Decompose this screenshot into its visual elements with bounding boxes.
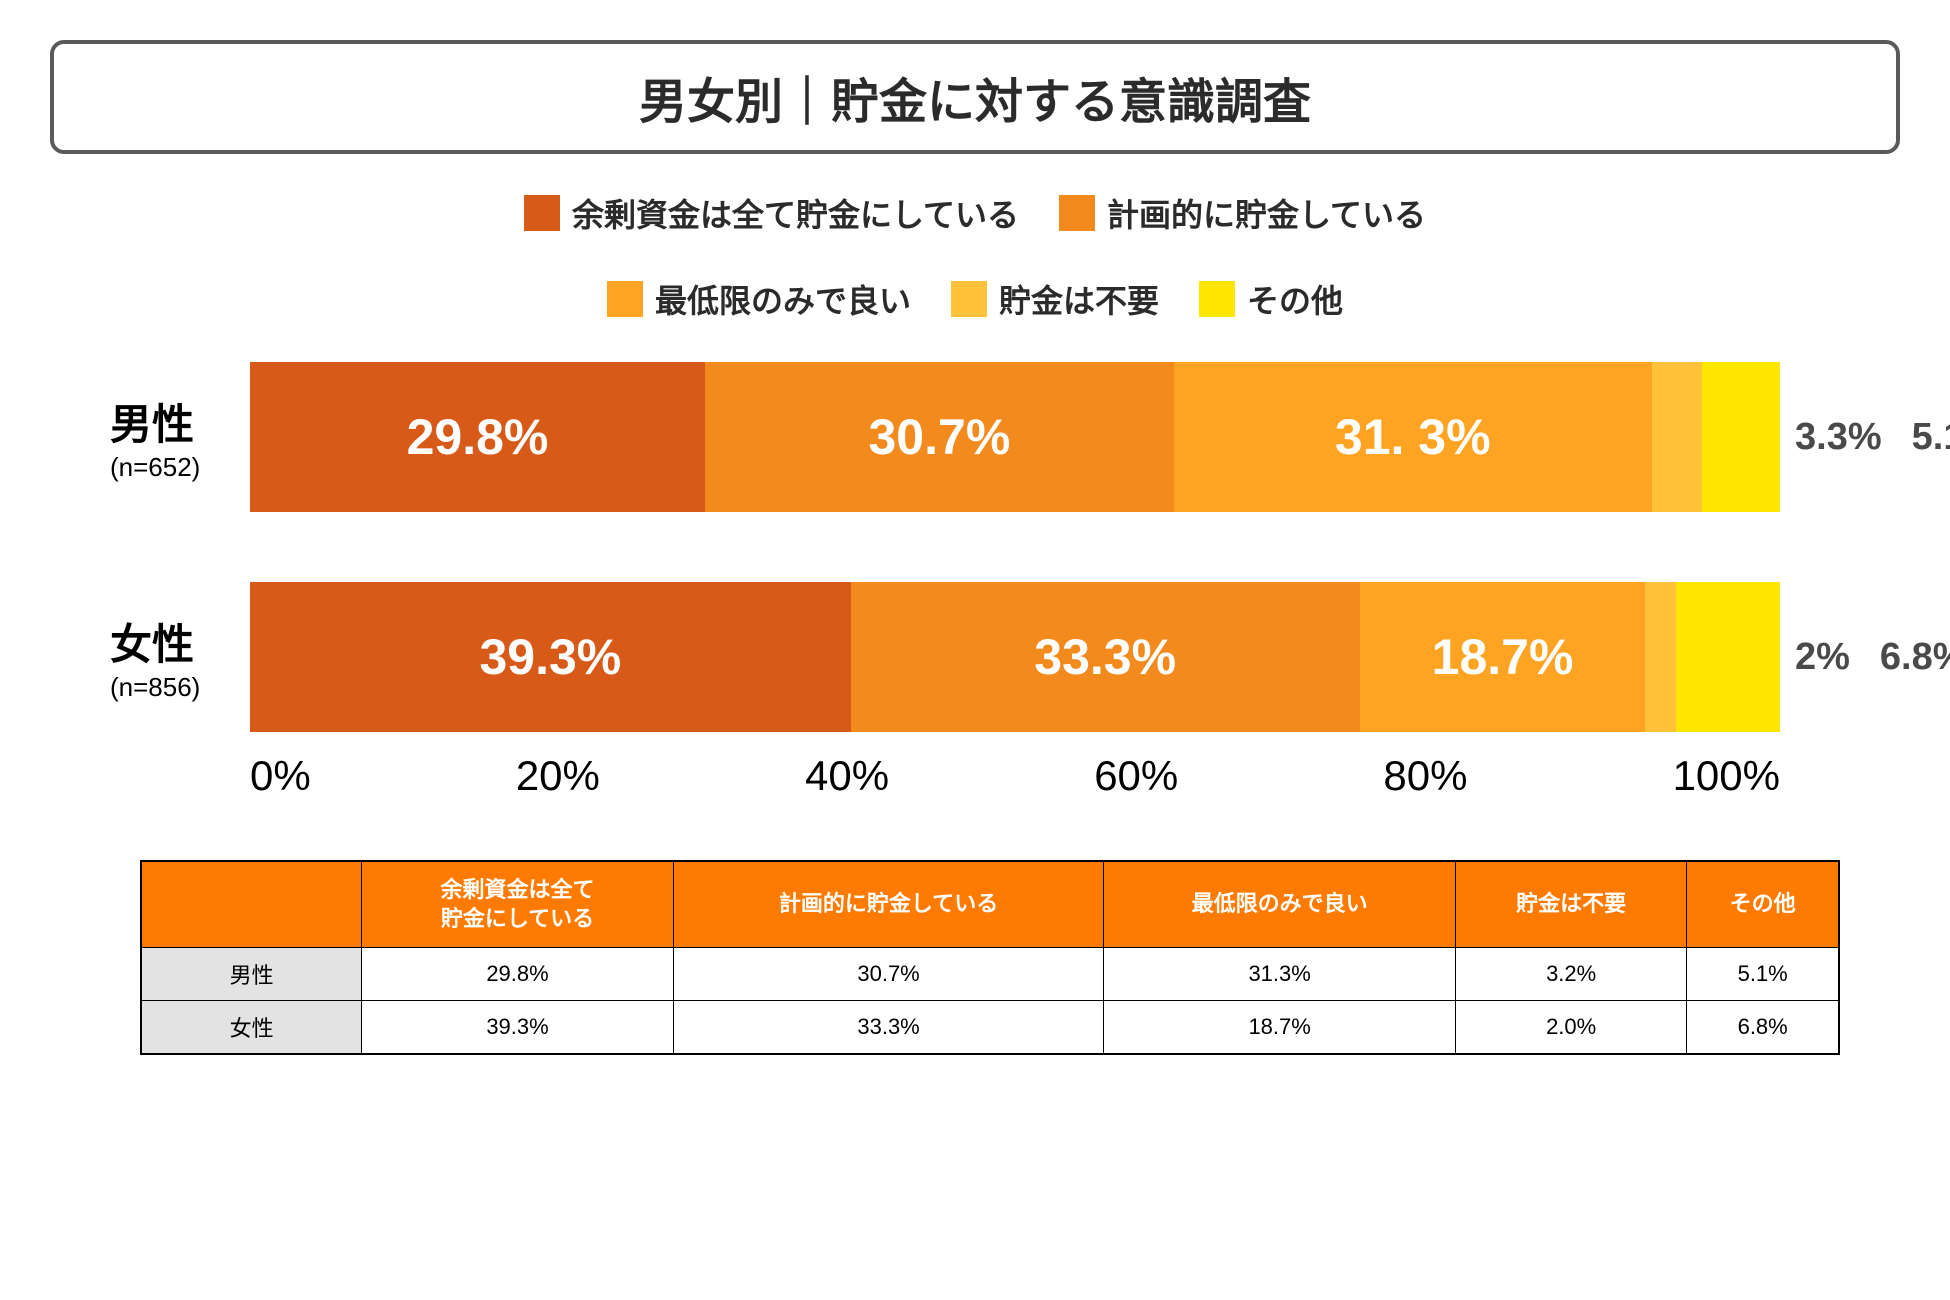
legend-swatch: [524, 195, 560, 231]
bar-segment: 39.3%: [250, 582, 851, 732]
table-cell: 2.0%: [1455, 1001, 1686, 1055]
overflow-labels: 2% 6.8%: [1780, 582, 1950, 732]
axis-tick: 100%: [1673, 752, 1780, 800]
overflow-value: 3.3%: [1795, 416, 1882, 459]
table-row: 男性29.8%30.7%31.3%3.2%5.1%: [141, 948, 1839, 1001]
table-header-cell: その他: [1687, 861, 1839, 948]
axis-tick: 40%: [805, 752, 889, 800]
table-header-cell: 最低限のみで良い: [1104, 861, 1456, 948]
row-name: 女性: [110, 611, 250, 672]
row-n: (n=856): [110, 672, 250, 703]
legend-label: 貯金は不要: [999, 276, 1159, 322]
page-title: 男女別｜貯金に対する意識調査: [50, 40, 1900, 154]
table-cell: 29.8%: [362, 948, 674, 1001]
table-cell: 31.3%: [1104, 948, 1456, 1001]
overflow-labels: 3.3% 5.1%: [1780, 362, 1950, 512]
table-cell: 6.8%: [1687, 1001, 1839, 1055]
bar-segment: [1702, 362, 1780, 512]
data-table: 余剰資金は全て貯金にしている計画的に貯金している最低限のみで良い貯金は不要その他…: [140, 860, 1840, 1055]
bar-segment: [1645, 582, 1676, 732]
overflow-value: 2%: [1795, 636, 1850, 679]
stacked-bar-chart: 男性(n=652)29.8%30.7%31. 3%3.3%5.1% 女性(n=85…: [50, 362, 1900, 800]
table-cell: 33.3%: [673, 1001, 1104, 1055]
legend-item: 最低限のみで良い: [607, 276, 911, 322]
legend-item: その他: [1199, 276, 1343, 322]
legend-label: 計画的に貯金している: [1107, 190, 1426, 236]
legend-label: 最低限のみで良い: [655, 276, 911, 322]
legend-item: 余剰資金は全て貯金にしている: [524, 190, 1019, 236]
bar: 29.8%30.7%31. 3%3.3%5.1%: [250, 362, 1780, 512]
axis-tick: 60%: [1094, 752, 1178, 800]
x-axis: 0% 20% 40% 60% 80% 100%: [250, 752, 1780, 800]
bar-segment: 33.3%: [851, 582, 1360, 732]
legend-label: 余剰資金は全て貯金にしている: [572, 190, 1019, 236]
bar: 39.3%33.3%18.7%2%6.8%: [250, 582, 1780, 732]
bar-segment: [1652, 362, 1702, 512]
axis-tick: 0%: [250, 752, 311, 800]
bar-segment: 30.7%: [705, 362, 1174, 512]
overflow-value: 6.8%: [1880, 636, 1950, 679]
table-cell: 3.2%: [1455, 948, 1686, 1001]
table-row-header: 男性: [141, 948, 362, 1001]
row-name: 男性: [110, 391, 250, 452]
table-header-cell: 余剰資金は全て貯金にしている: [362, 861, 674, 948]
table-cell: 39.3%: [362, 1001, 674, 1055]
bar-segment: 31. 3%: [1174, 362, 1652, 512]
row-label: 女性(n=856): [50, 611, 250, 703]
table-row-header: 女性: [141, 1001, 362, 1055]
legend-item: 貯金は不要: [951, 276, 1159, 322]
legend-item: 計画的に貯金している: [1059, 190, 1426, 236]
legend-swatch: [1199, 281, 1235, 317]
table-header-cell: 計画的に貯金している: [673, 861, 1104, 948]
axis-tick: 20%: [516, 752, 600, 800]
bar-segment: 29.8%: [250, 362, 705, 512]
table-cell: 30.7%: [673, 948, 1104, 1001]
legend-swatch: [951, 281, 987, 317]
legend-label: その他: [1247, 276, 1343, 322]
table-header-cell: 貯金は不要: [1455, 861, 1686, 948]
row-n: (n=652): [110, 452, 250, 483]
table-row: 女性39.3%33.3%18.7%2.0%6.8%: [141, 1001, 1839, 1055]
chart-row: 男性(n=652)29.8%30.7%31. 3%3.3%5.1%: [50, 362, 1900, 512]
chart-row: 女性(n=856)39.3%33.3%18.7%2%6.8%: [50, 582, 1900, 732]
bar-segment: [1676, 582, 1780, 732]
bar-segment: 18.7%: [1360, 582, 1646, 732]
table-cell: 5.1%: [1687, 948, 1839, 1001]
row-label: 男性(n=652): [50, 391, 250, 483]
legend: 余剰資金は全て貯金にしている 計画的に貯金している 最低限のみで良い 貯金は不要…: [50, 190, 1900, 322]
legend-swatch: [1059, 195, 1095, 231]
table-header-cell: [141, 861, 362, 948]
axis-tick: 80%: [1383, 752, 1467, 800]
legend-swatch: [607, 281, 643, 317]
overflow-value: 5.1%: [1912, 416, 1950, 459]
table-cell: 18.7%: [1104, 1001, 1456, 1055]
